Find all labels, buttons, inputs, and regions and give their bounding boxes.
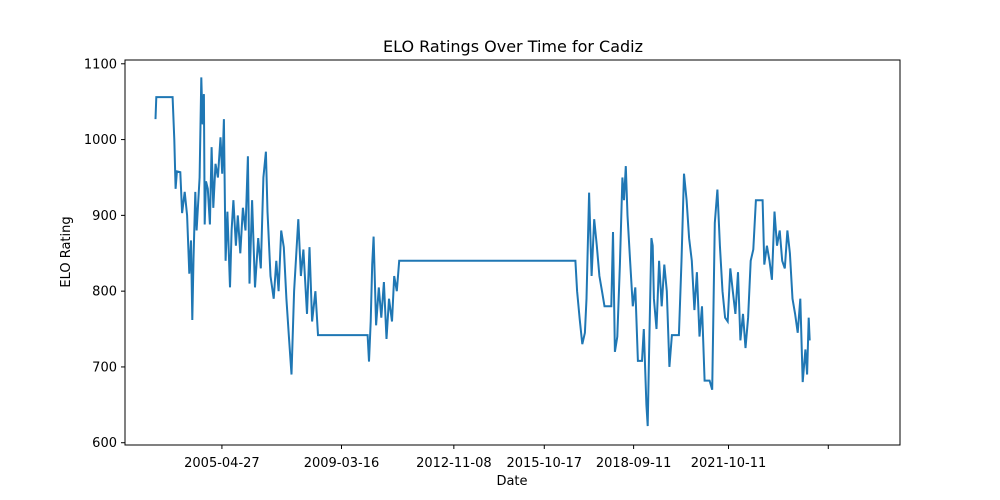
y-tick-label: 900: [92, 209, 117, 224]
y-tick-label: 700: [92, 360, 117, 375]
x-axis: 2005-04-27 2009-03-16 2012-11-08 2015-10-17…: [184, 445, 829, 471]
plot-frame: [124, 59, 901, 446]
x-tick-label: 2012-11-08: [416, 456, 492, 471]
elo-series-line: [154, 77, 811, 427]
plot-area: [124, 59, 901, 446]
y-tick-label: 600: [92, 436, 117, 451]
x-tick-label: 2018-09-11: [596, 456, 672, 471]
chart-title: ELO Ratings Over Time for Cadiz: [383, 37, 643, 56]
x-tick-label: 2005-04-27: [184, 456, 260, 471]
y-tick-label: 1000: [84, 133, 117, 148]
x-tick-label: 2015-10-17: [506, 456, 582, 471]
y-tick-label: 800: [92, 285, 117, 300]
y-axis-label: ELO Rating: [59, 216, 74, 287]
y-axis: 600 700 800 900 1000 1100: [84, 57, 125, 451]
x-tick-label: 2009-03-16: [304, 456, 380, 471]
y-tick-label: 1100: [84, 57, 117, 72]
x-tick-label: 2021-10-11: [691, 456, 767, 471]
x-axis-label: Date: [496, 474, 527, 489]
